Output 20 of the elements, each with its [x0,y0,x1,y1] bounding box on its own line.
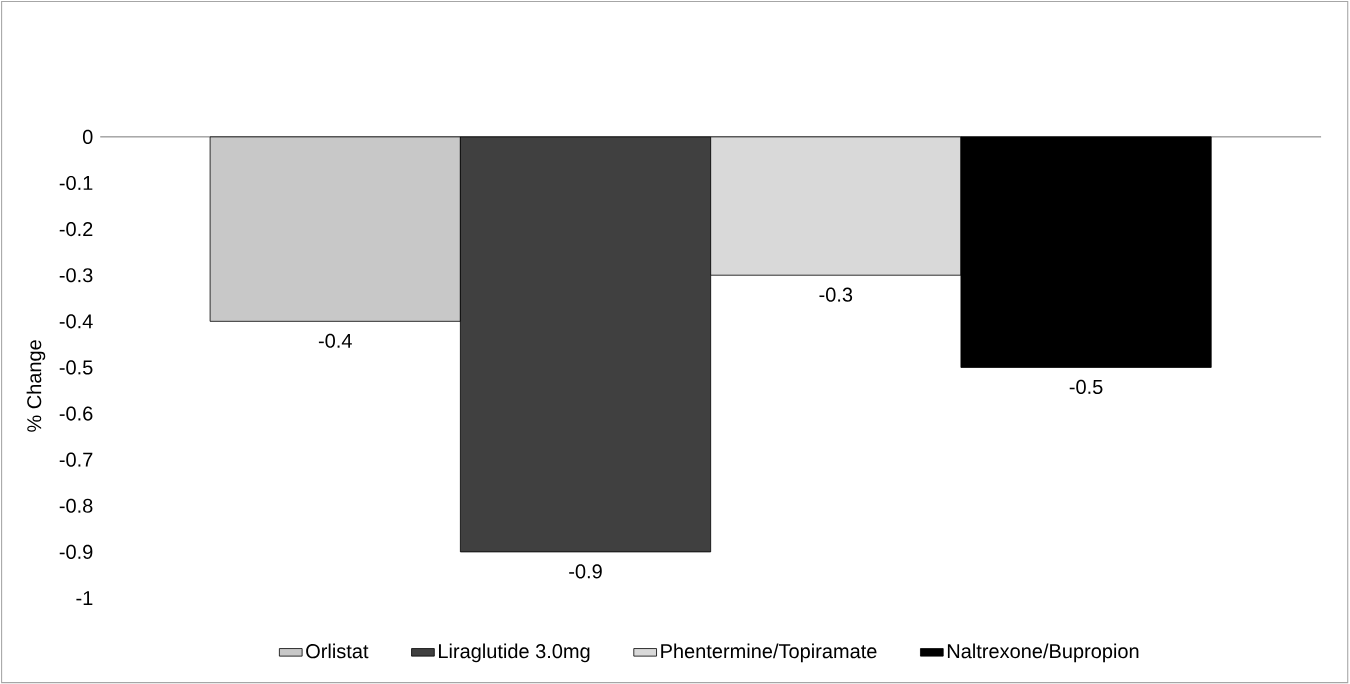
legend-label: Naltrexone/Bupropion [947,643,1139,663]
y-tick-label: -0.2 [59,221,93,237]
data-label: -0.9 [569,564,602,579]
legend-label: Liraglutide 3.0mg [439,643,590,663]
y-tick-label: -0.3 [59,268,93,283]
y-tick-label: -0.1 [59,175,93,190]
y-tick-label: -0.9 [59,544,93,559]
y-tick-label: -0.6 [59,406,93,421]
y-tick-label: -0.7 [59,452,93,467]
data-label: -0.5 [1069,379,1103,394]
y-tick-label: -0.8 [59,498,93,513]
y-axis-title: % Change [26,340,46,432]
y-tick-label: -1 [76,591,93,605]
data-label: -0.3 [819,287,853,302]
y-tick-label: -0.4 [59,314,93,329]
y-tick-label: 0 [82,129,93,144]
y-tick-label: -0.5 [59,360,93,375]
legend-label: Phentermine/Topiramate [661,643,877,663]
data-label: -0.4 [318,333,352,348]
legend-label: Orlistat [306,643,369,659]
